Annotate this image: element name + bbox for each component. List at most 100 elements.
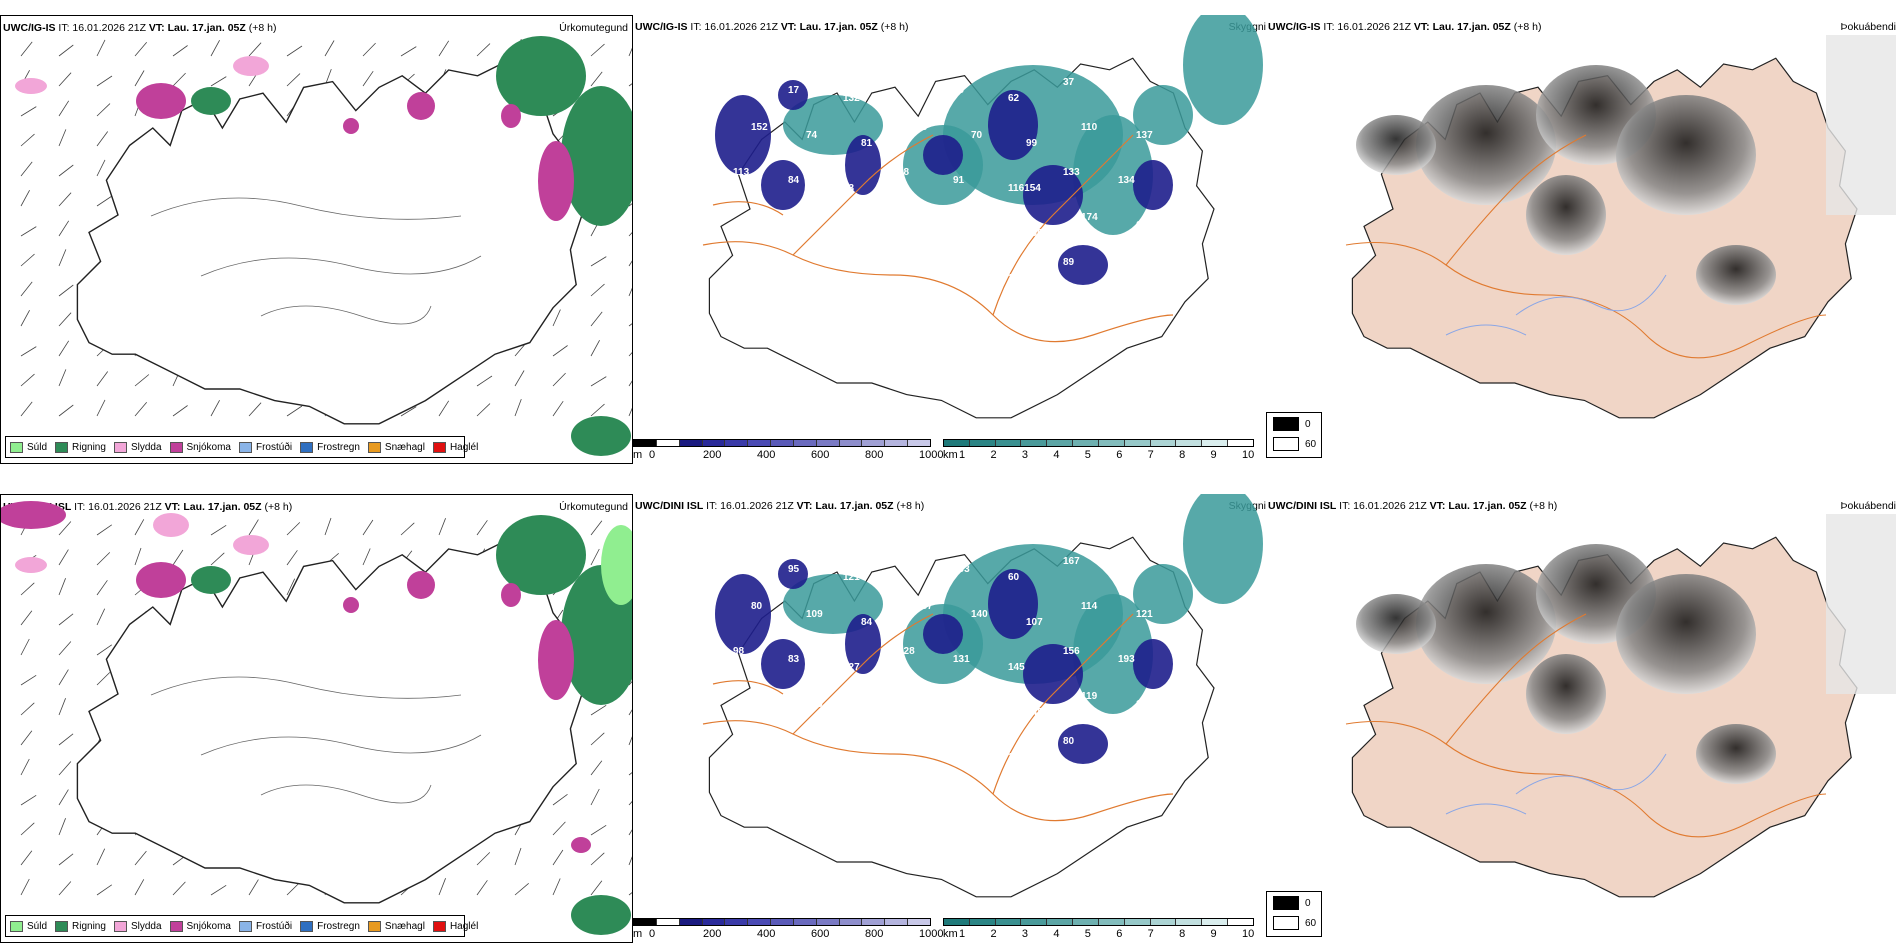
wind-barb — [210, 76, 227, 87]
wind-barb — [438, 400, 450, 417]
wind-barb — [96, 672, 111, 686]
road-line — [712, 680, 784, 695]
colorbar-segment — [908, 440, 930, 446]
wind-barb — [476, 375, 493, 387]
wind-barb — [514, 847, 522, 866]
precip-legend-item: Haglél — [432, 920, 478, 932]
colorbar-segment — [656, 440, 680, 446]
wind-barb — [20, 794, 37, 806]
height-colorbar: m 0 200 400 600 800 1000 — [633, 437, 943, 463]
wind-barb — [590, 704, 607, 716]
wind-barb — [590, 880, 603, 896]
wind-barb — [628, 323, 632, 327]
low-ceiling-area — [845, 614, 881, 674]
precip-rain-area — [496, 36, 586, 116]
precip-legend-item: Slydda — [113, 920, 162, 932]
wind-barb — [134, 547, 142, 566]
wind-barb — [590, 71, 603, 87]
wind-barb — [58, 44, 74, 57]
colorbar-segment — [816, 919, 840, 925]
wind-barb — [438, 518, 446, 536]
wind-barb — [96, 644, 113, 656]
fog-index-area — [1696, 724, 1776, 784]
wind-barb — [552, 793, 568, 806]
wind-barb — [134, 519, 145, 536]
low-visibility-area — [1183, 15, 1263, 125]
wind-barb — [476, 880, 488, 896]
ceiling-value-label: 105 — [916, 691, 933, 702]
colorbar-segment — [1098, 440, 1125, 446]
wind-barb — [286, 405, 303, 417]
colorbar-segment — [1176, 440, 1203, 446]
precip-snow-area — [407, 571, 435, 599]
colorbar-segment — [862, 919, 886, 925]
colorbar-segment — [725, 440, 749, 446]
wind-barb — [58, 369, 67, 387]
fog-map — [1345, 514, 1896, 898]
ceiling-value-label: 145 — [1008, 662, 1025, 673]
wind-barb — [58, 698, 66, 716]
colorbar-segment — [634, 440, 657, 446]
wind-barb — [628, 47, 632, 57]
wind-barb — [324, 517, 332, 536]
wind-barb — [248, 519, 259, 536]
ceiling-value-label: 132 — [843, 93, 860, 104]
legend-label: Snæhagl — [384, 441, 425, 453]
low-ceiling-area — [715, 574, 771, 654]
ceiling-value-label: 83 — [843, 183, 855, 194]
colorbar-tick: 9 — [1210, 449, 1217, 461]
ceiling-value-label: 103 — [953, 564, 970, 575]
fog-index-area — [1416, 85, 1556, 205]
ceiling-value-label: 167 — [1063, 556, 1080, 567]
colorbar-segment — [1073, 919, 1099, 925]
colorbar-segment — [1047, 440, 1074, 446]
wind-barb — [590, 824, 607, 836]
wind-barb — [96, 399, 106, 417]
wind-barb — [96, 131, 109, 147]
wind-barb — [20, 161, 33, 177]
ceiling-value-label: 69 — [953, 85, 965, 96]
colorbar-tick: 1 — [959, 928, 966, 940]
legend-label: Rigning — [72, 920, 106, 932]
colorbar-segment — [1202, 919, 1229, 925]
colorbar-segment — [995, 440, 1022, 446]
colorbar-tick: 200 — [703, 449, 722, 461]
road-line — [992, 134, 1134, 316]
wind-barb — [552, 400, 564, 417]
wind-barb — [552, 849, 564, 866]
ceiling-value-label: 187 — [916, 601, 933, 612]
offshore-fog-band — [1826, 514, 1896, 694]
wind-barb — [58, 641, 72, 656]
wind-barb — [324, 40, 335, 57]
offshore-fog-band — [1826, 35, 1896, 215]
fog-legend-item: 0 — [1273, 417, 1311, 431]
wind-barb — [590, 788, 600, 806]
ceiling-value-label: 193 — [916, 212, 933, 223]
precip-legend-item: Snæhagl — [367, 920, 425, 932]
ceiling-value-label: 172 — [733, 736, 750, 747]
river-line — [1515, 753, 1667, 795]
colorbar-tick: 3 — [1021, 928, 1028, 940]
wind-barb — [590, 340, 600, 357]
wind-barb — [590, 760, 603, 776]
ceiling-value-label: 78 — [953, 744, 965, 755]
road-line — [1445, 613, 1587, 745]
ceiling-value-label: 84 — [861, 617, 873, 628]
colorbar-segment — [944, 440, 970, 446]
ceiling-value-label: 119 — [861, 228, 878, 239]
wind-barb — [58, 733, 74, 746]
colorbar-segment — [1176, 919, 1203, 925]
low-visibility-area — [1133, 85, 1193, 145]
colorbar-tick: 9 — [1210, 928, 1217, 940]
colorbar-unit: m — [633, 449, 643, 461]
ceiling-value-label: 74 — [806, 130, 818, 141]
precip-legend-item: Frostúði — [238, 920, 292, 932]
low-ceiling-area — [761, 160, 805, 210]
colorbar-segment — [793, 440, 817, 446]
wind-barb — [96, 195, 113, 207]
road-line — [1345, 241, 1827, 359]
ceiling-value-label: 115 — [1118, 265, 1135, 276]
wind-barb — [210, 884, 227, 896]
colorbar-segment — [839, 440, 863, 446]
wind-barb — [58, 72, 72, 87]
